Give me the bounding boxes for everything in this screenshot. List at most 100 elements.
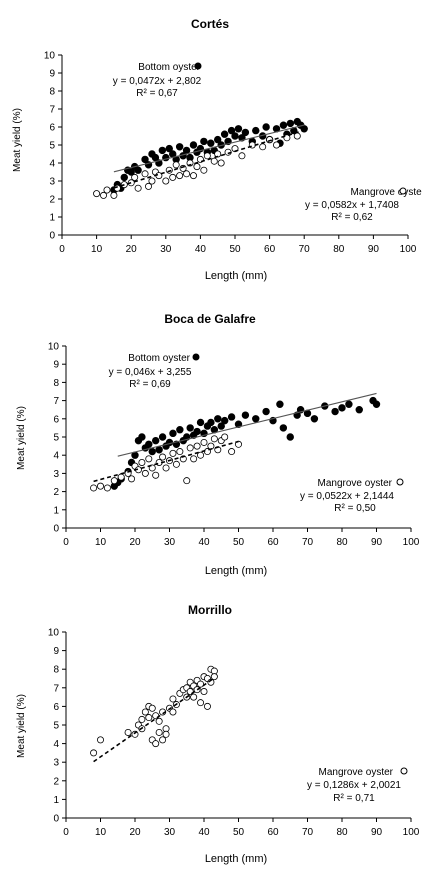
equation-label: y = 0,1286x + 2,0021	[307, 780, 401, 791]
data-point-filled	[169, 429, 177, 438]
data-point-open	[190, 455, 198, 463]
y-tick-label: 8	[53, 665, 59, 676]
equation-label: y = 0,0522x + 2,1444	[300, 491, 394, 502]
trend-line-solid	[117, 392, 377, 457]
y-tick-label: 5	[53, 721, 59, 732]
x-tick-label: 20	[129, 827, 141, 838]
data-point-filled	[145, 440, 153, 448]
y-tick-label: 0	[53, 524, 59, 535]
data-point-open	[162, 730, 170, 738]
data-point-open	[183, 170, 191, 178]
x-tick-label: 70	[302, 827, 314, 838]
y-tick-label: 7	[49, 105, 55, 116]
data-point-open	[141, 469, 149, 477]
x-tick-label: 50	[233, 537, 245, 548]
data-point-open	[110, 191, 118, 199]
data-point-filled	[221, 416, 229, 425]
data-point-open	[176, 448, 184, 456]
y-tick-label: 8	[49, 87, 55, 98]
x-tick-label: 40	[198, 537, 210, 548]
data-point-filled	[148, 447, 156, 456]
y-tick-label: 1	[53, 795, 59, 806]
data-point-open	[273, 141, 281, 149]
data-point-open	[97, 482, 105, 490]
data-point-filled	[279, 121, 288, 129]
chart-panel-morrillo: Morrillo Meat yield (%) Length (mm) 0 1 2 3…	[0, 590, 422, 868]
x-axis-label: Length (mm)	[205, 853, 267, 865]
x-tick-label: 50	[233, 827, 245, 838]
data-point-open	[203, 702, 211, 710]
data-point-filled	[276, 400, 284, 408]
scatter-chart-morrillo: Morrillo Meat yield (%) Length (mm) 0 1 2 3…	[16, 603, 420, 865]
data-point-filled	[338, 404, 346, 412]
data-point-open	[144, 182, 152, 190]
data-point-filled	[141, 155, 149, 164]
trend-line-dashed	[113, 129, 305, 189]
y-tick-label: 4	[49, 159, 55, 170]
chart-panel-boca-de-galafre: Boca de Galafre Meat yield (%) Length (m…	[0, 290, 422, 590]
data-point-open	[189, 172, 197, 180]
data-point-open	[200, 438, 208, 446]
data-point-filled	[155, 446, 163, 454]
r2-label: R² = 0,71	[333, 793, 375, 804]
data-point-open	[152, 740, 160, 748]
legend-marker-filled	[194, 62, 202, 70]
data-point-open	[172, 161, 180, 169]
legend-label: Mangrove oyster	[318, 478, 393, 489]
chart-title: Boca de Galafre	[164, 312, 256, 326]
data-point-open	[169, 449, 177, 457]
r2-label: R² = 0,69	[129, 379, 171, 390]
data-point-open	[155, 728, 163, 736]
x-tick-label: 90	[371, 537, 383, 548]
y-axis-label: Meat yield (%)	[16, 406, 27, 470]
data-point-filled	[217, 422, 225, 430]
legend-marker-open	[400, 767, 408, 775]
x-tick-label: 60	[267, 827, 279, 838]
x-tick-label: 60	[267, 537, 279, 548]
chart-title: Cortés	[191, 17, 229, 31]
y-tick-label: 2	[53, 487, 59, 498]
y-axis-label: Meat yield (%)	[16, 694, 27, 758]
equation-label: y = 0,0472x + 2,802	[113, 76, 202, 87]
data-point-open	[148, 177, 156, 185]
data-point-open	[197, 699, 205, 707]
x-tick-label: 80	[333, 244, 345, 255]
data-point-open	[221, 433, 229, 441]
data-point-open	[155, 717, 163, 725]
data-point-filled	[207, 139, 215, 147]
data-point-open	[197, 451, 205, 459]
x-tick-label: 0	[63, 827, 69, 838]
data-point-open	[193, 163, 201, 171]
y-tick-label: 5	[49, 141, 55, 152]
legend-bottom-oyster: Bottom oyster y = 0,0472x + 2,802 R² = 0…	[113, 62, 202, 99]
data-point-filled	[158, 433, 167, 441]
data-point-filled	[241, 411, 250, 419]
x-tick-label: 90	[371, 827, 383, 838]
y-tick-label: 2	[49, 195, 55, 206]
data-point-open	[97, 736, 105, 744]
y-tick-label: 3	[49, 177, 55, 188]
y-tick-label: 9	[53, 646, 59, 657]
legend-label: Mangrove oyster	[351, 187, 422, 198]
x-tick-label: 20	[129, 537, 141, 548]
y-tick-label: 10	[44, 51, 56, 62]
data-point-filled	[310, 415, 319, 423]
x-tick-label: 90	[368, 244, 380, 255]
data-point-open	[186, 444, 194, 452]
data-point-open	[103, 484, 111, 492]
y-tick-label: 1	[53, 505, 59, 516]
data-point-open	[127, 179, 135, 187]
data-point-filled	[227, 413, 236, 421]
data-point-open	[148, 704, 156, 712]
x-tick-label: 100	[403, 537, 420, 548]
data-point-open	[152, 471, 160, 479]
x-tick-label: 30	[164, 537, 176, 548]
data-point-filled	[175, 143, 184, 151]
data-point-filled	[152, 436, 160, 445]
data-point-open	[162, 177, 170, 185]
y-tick-label: 3	[53, 469, 59, 480]
data-point-filled	[165, 144, 173, 153]
data-point-open	[238, 152, 246, 160]
y-tick-label: 6	[53, 414, 59, 425]
x-tick-label: 100	[400, 244, 417, 255]
